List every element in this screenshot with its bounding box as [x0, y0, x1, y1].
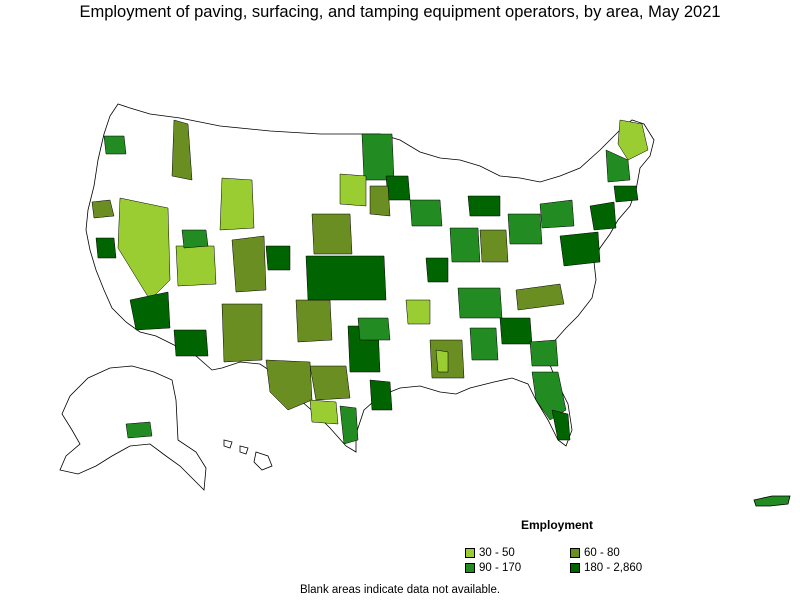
legend-item: 30 - 50 [465, 547, 515, 559]
map-title: Employment of paving, surfacing, and tam… [79, 3, 721, 21]
legend-item-label: 60 - 80 [584, 547, 620, 559]
area-fills [91, 119, 649, 445]
legend-swatch [465, 548, 475, 558]
legend-swatch [570, 563, 580, 573]
legend-swatch [570, 548, 580, 558]
legend-item-label: 30 - 50 [479, 547, 515, 559]
legend-item: 90 - 170 [465, 562, 521, 574]
legend: Employment 30 - 50 60 - 80 90 - 170 180 … [463, 518, 663, 578]
legend-item: 60 - 80 [570, 547, 620, 559]
puerto-rico-outline [753, 495, 791, 507]
hawaii-outline [223, 439, 273, 471]
legend-title: Employment [521, 518, 594, 532]
legend-item-label: 90 - 170 [479, 562, 522, 574]
footnote: Blank areas indicate data not available. [299, 584, 501, 596]
legend-swatch [465, 563, 475, 573]
legend-item: 180 - 2,860 [570, 562, 642, 574]
legend-item-label: 180 - 2,860 [584, 562, 643, 574]
